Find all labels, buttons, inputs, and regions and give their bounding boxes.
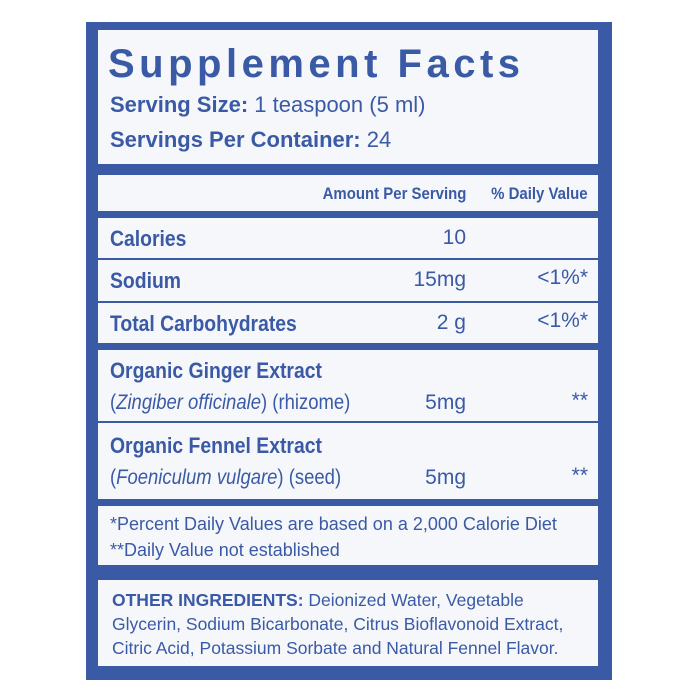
nutrient-name: Calories [110, 226, 197, 252]
other-ingredients-text: Deionized Water, Vegetable Glycerin, Sod… [112, 590, 564, 658]
servings-value: 24 [366, 127, 392, 152]
rule [98, 258, 598, 260]
servings-per-container: Servings Per Container: 24 [110, 127, 391, 153]
rule-medium [98, 211, 598, 218]
source-part: ) (rhizome) [261, 391, 351, 414]
header-dv: % Daily Value [491, 184, 588, 203]
serving-size: Serving Size: 1 teaspoon (5 ml) [110, 92, 425, 118]
rule [98, 301, 598, 303]
daily-value: <1%* [537, 266, 588, 289]
servings-label: Servings Per Container: [110, 127, 361, 152]
rule-thick [98, 164, 598, 175]
serving-size-label: Serving Size: [110, 92, 249, 117]
nutrient-name-text: Organic Ginger Extract [110, 358, 322, 383]
amount: 10 [442, 226, 466, 249]
other-ingredients: OTHER INGREDIENTS: Deionized Water, Vege… [112, 588, 590, 660]
source-text: (Zingiber officinale) (rhizome) [110, 391, 350, 415]
title: Supplement Facts [108, 42, 525, 86]
source-part: ( [110, 391, 117, 414]
nutrient-name-text: Calories [110, 226, 187, 251]
amount: 5mg [425, 466, 466, 489]
other-ingredients-label: OTHER INGREDIENTS: [112, 590, 304, 610]
source-part: ( [110, 466, 117, 489]
daily-value: ** [571, 389, 588, 412]
nutrient-source: (Zingiber officinale) (rhizome) [110, 391, 383, 415]
nutrient-name: Total Carbohydrates [110, 311, 322, 337]
nutrient-name-text: Sodium [110, 268, 181, 293]
source-part: Foeniculum vulgare [116, 466, 278, 489]
daily-value: <1%* [537, 309, 588, 332]
amount: 5mg [425, 391, 466, 414]
footnote: **Daily Value not established [110, 540, 340, 560]
rule [98, 421, 598, 423]
serving-size-value: 1 teaspoon (5 ml) [254, 92, 426, 117]
nutrient-name: Organic Fennel Extract [110, 433, 351, 459]
amount: 15mg [413, 268, 466, 291]
nutrient-name: Organic Ginger Extract [110, 358, 351, 384]
source-text: (Foeniculum vulgare) (seed) [110, 466, 341, 490]
rule-medium [98, 499, 598, 506]
footnote: *Percent Daily Values are based on a 2,0… [110, 514, 557, 534]
header-amount: Amount Per Serving [322, 184, 466, 203]
nutrient-source: (Foeniculum vulgare) (seed) [110, 466, 373, 490]
facts-panel [98, 30, 598, 565]
rule [98, 343, 598, 350]
source-part: ) (seed) [277, 466, 342, 489]
source-part: Zingiber officinale [116, 391, 262, 414]
nutrient-name: Sodium [110, 268, 191, 294]
daily-value: ** [571, 464, 588, 487]
ingredients-panel [98, 580, 598, 666]
nutrient-name-text: Organic Fennel Extract [110, 433, 322, 458]
nutrient-name-text: Total Carbohydrates [110, 311, 297, 336]
amount: 2 g [436, 311, 466, 334]
